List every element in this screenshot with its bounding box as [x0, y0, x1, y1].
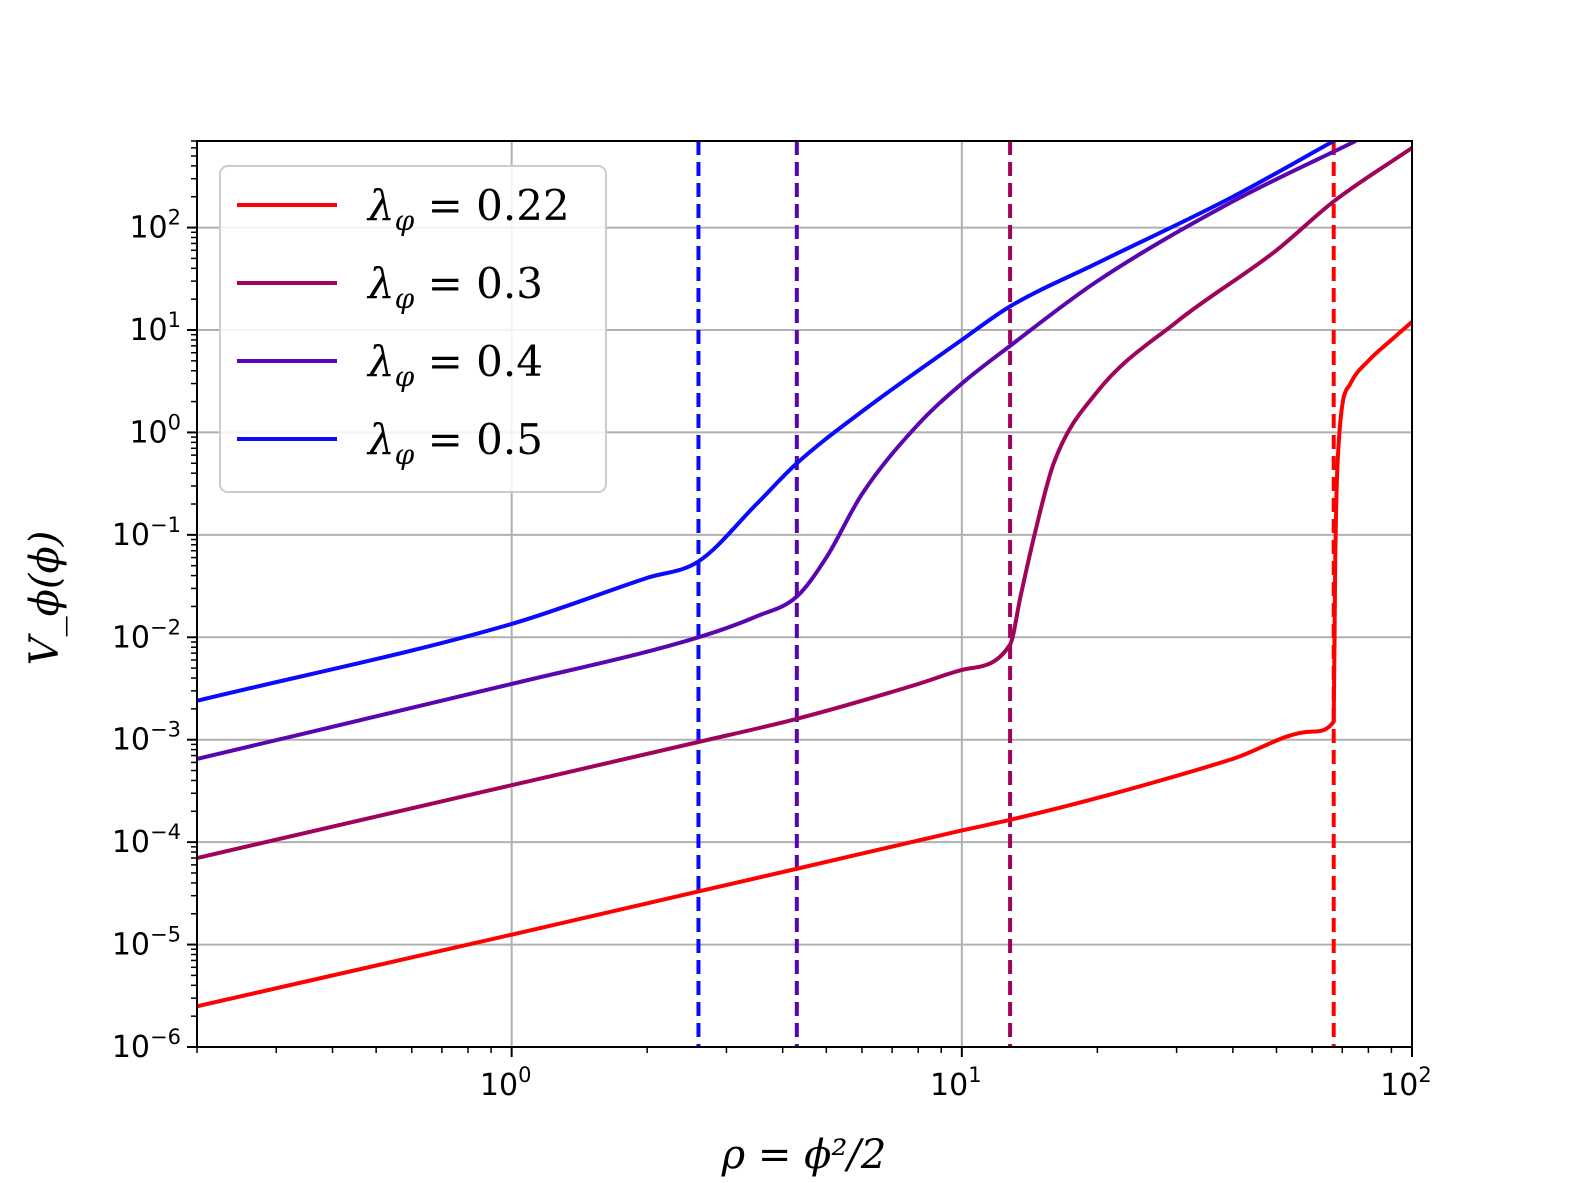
y-tick-label: 101 — [129, 308, 181, 348]
x-tick-label: 102 — [1380, 1063, 1432, 1103]
series-line-3 — [197, 141, 1357, 761]
x-tick-label: 100 — [480, 1063, 532, 1103]
y-tick-label: 100 — [129, 410, 181, 450]
x-axis-ticks: 100 101 102 — [196, 1047, 1432, 1103]
y-tick-label: 10−6 — [112, 1025, 181, 1065]
y-tick-label: 10−2 — [112, 615, 181, 655]
series-line-4 — [197, 141, 1335, 703]
x-tick-label: 101 — [930, 1063, 982, 1103]
x-axis-label: ρ = ϕ²/2 — [721, 1132, 887, 1178]
legend-label: λφ = 0.3 — [366, 259, 543, 315]
series-line-2 — [197, 146, 1412, 860]
y-tick-label: 10−4 — [112, 820, 181, 860]
legend: λφ = 0.22 λφ = 0.3 λφ = 0.4 λφ = 0.5 — [219, 165, 607, 493]
plot-frame — [196, 140, 1413, 1048]
y-axis-label: V_ϕ(ϕ) — [22, 531, 68, 666]
y-tick-label: 10−5 — [112, 923, 181, 963]
y-tick-label: 10−3 — [112, 718, 181, 758]
series-line-1 — [197, 320, 1412, 1009]
y-axis-ticks: 10−6 10−5 10−4 10−3 10−2 10−1 100 101 102 — [112, 140, 197, 1065]
legend-label: λφ = 0.22 — [366, 181, 570, 237]
legend-box — [219, 165, 607, 493]
y-tick-label: 102 — [129, 206, 181, 246]
series-lines — [197, 141, 1412, 1009]
legend-label: λφ = 0.5 — [366, 415, 543, 471]
legend-label: λφ = 0.4 — [366, 337, 543, 393]
y-tick-label: 10−1 — [112, 513, 181, 553]
